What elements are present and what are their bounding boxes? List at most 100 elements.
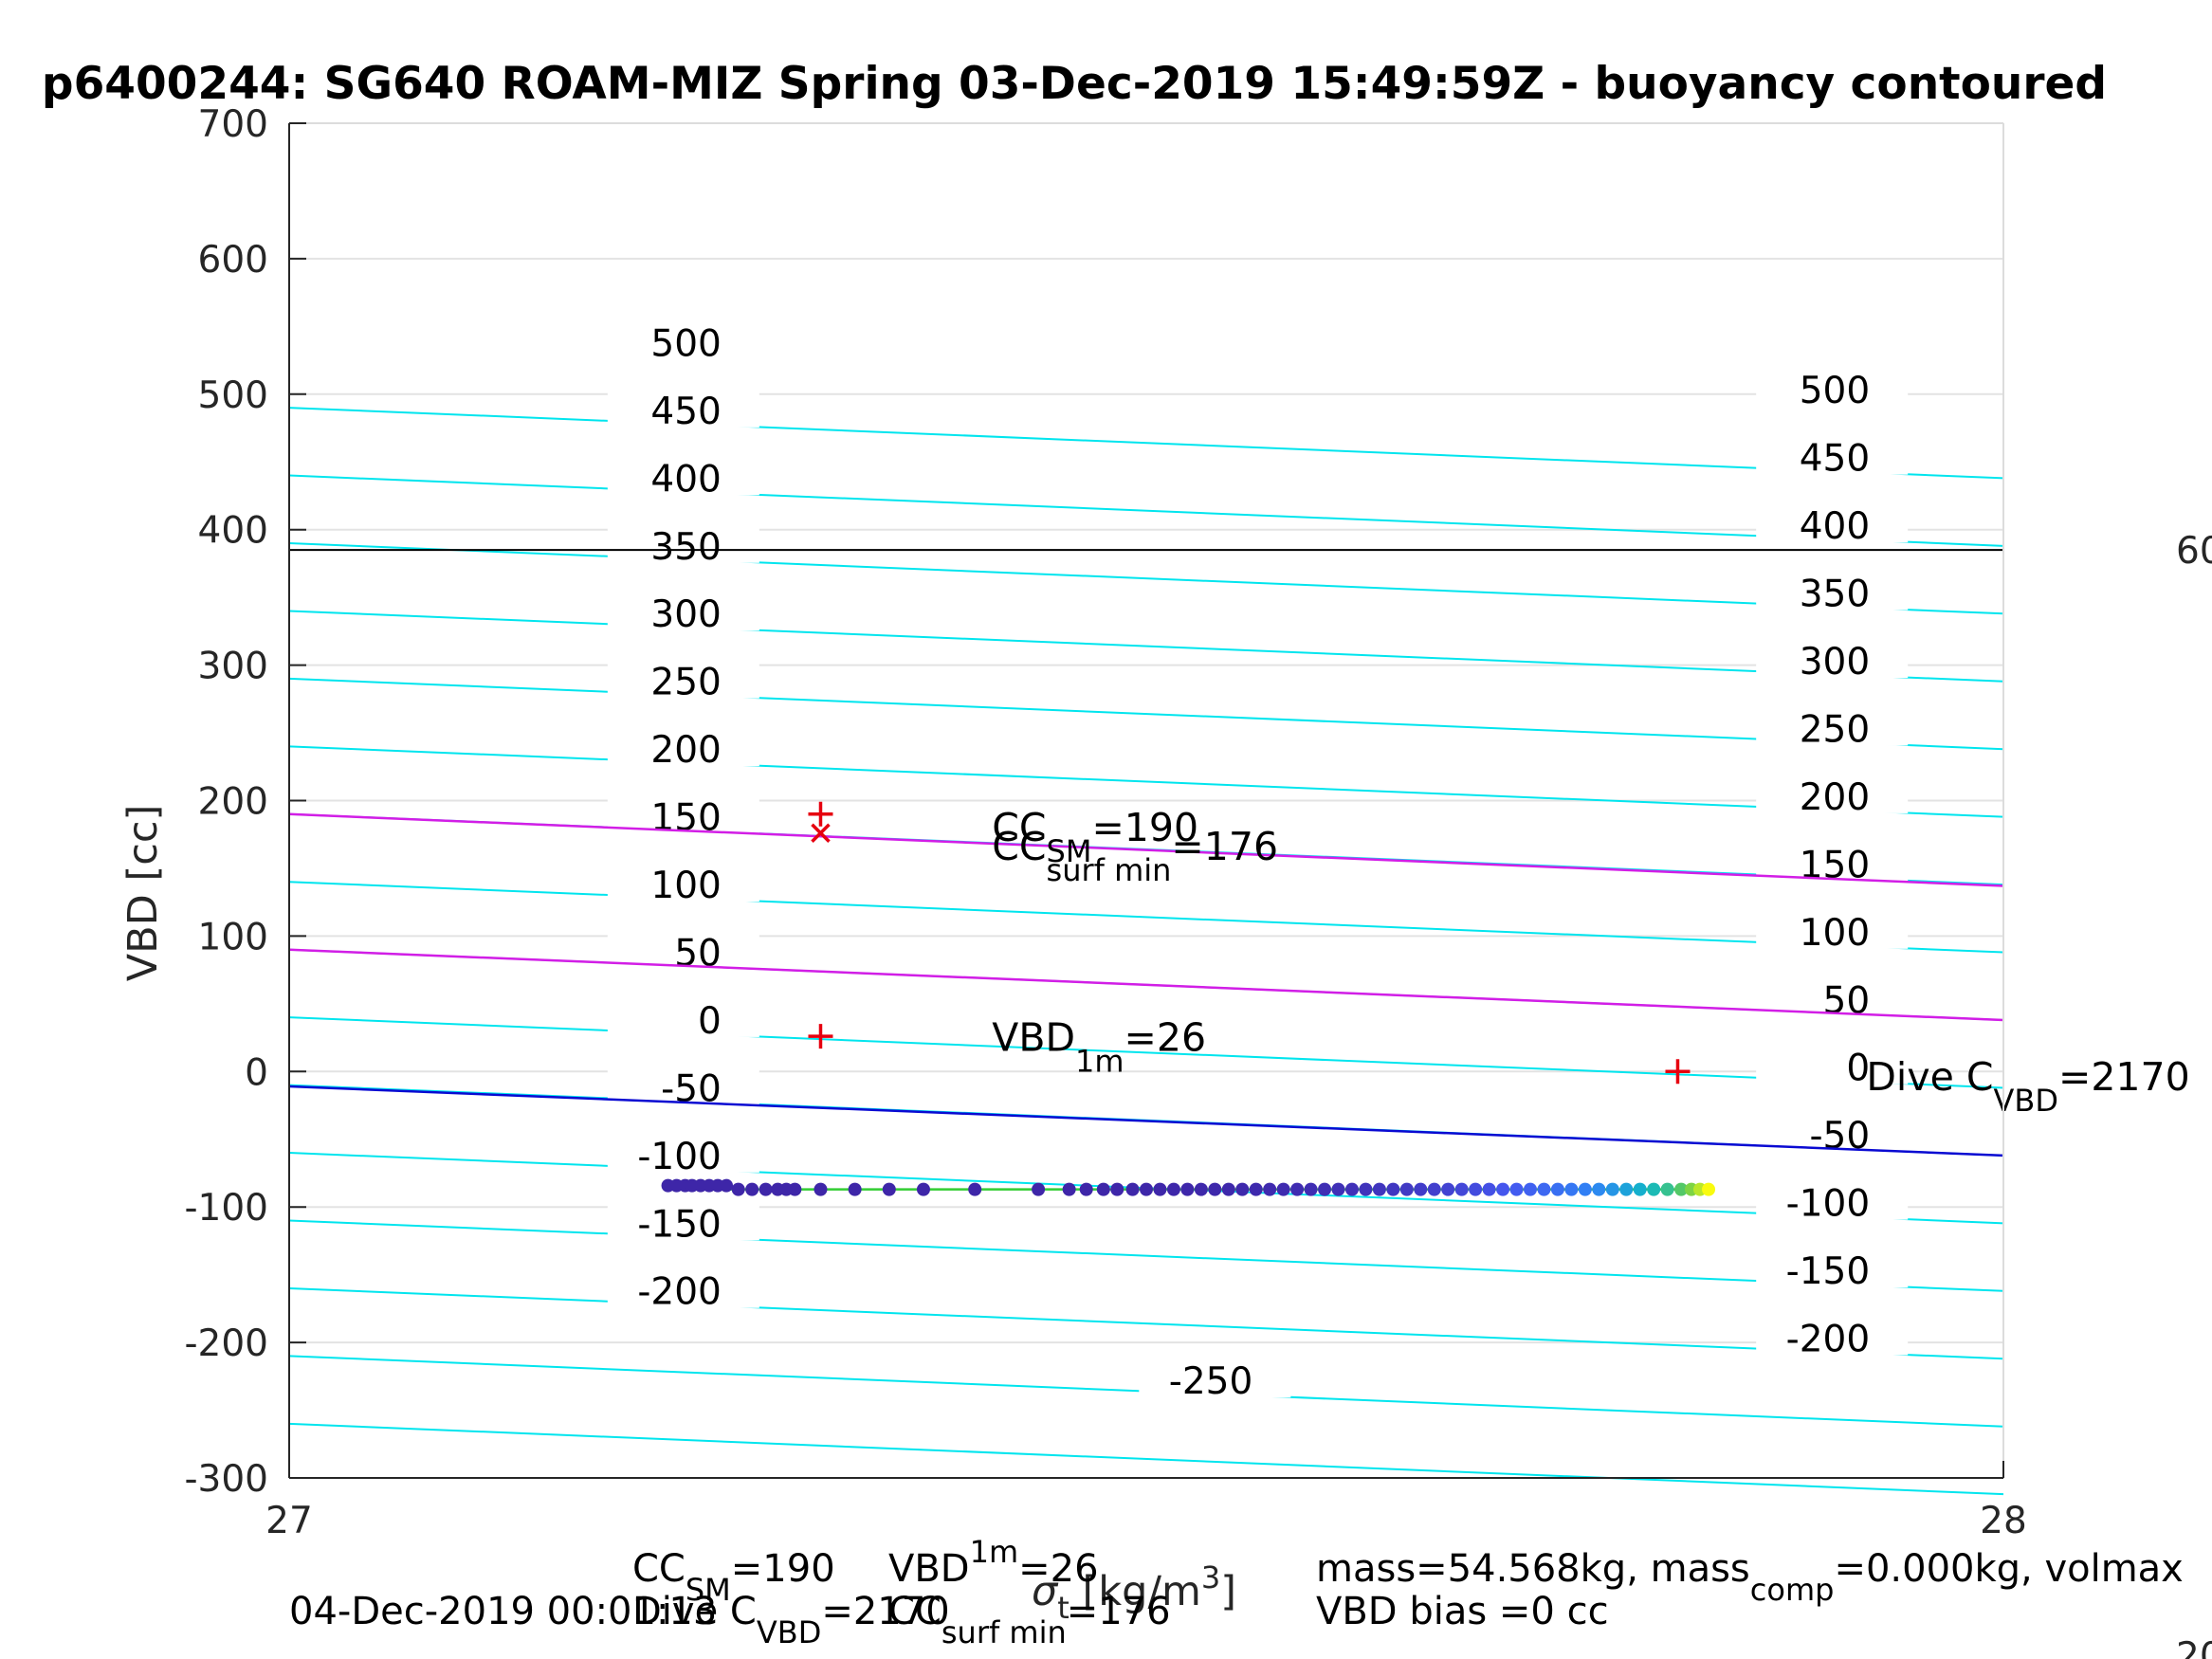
contour-label-bg bbox=[1756, 841, 1909, 882]
contour-label-bg bbox=[1756, 638, 1909, 679]
data-point bbox=[1140, 1182, 1153, 1196]
contour-label-bg bbox=[1756, 1112, 1909, 1153]
contour-label-left: -150 bbox=[637, 1203, 722, 1246]
contour-label-bg bbox=[1756, 570, 1909, 611]
y-tick-label: 0 bbox=[245, 1051, 268, 1094]
data-point bbox=[745, 1182, 759, 1196]
data-point bbox=[1537, 1182, 1551, 1196]
contour-label-bg bbox=[607, 455, 759, 496]
contour-label-left: -200 bbox=[637, 1271, 722, 1314]
plus-marker bbox=[808, 1024, 833, 1049]
contour-label-bg bbox=[607, 387, 759, 428]
contour-label-bg bbox=[1756, 1315, 1909, 1356]
contour-label-bg bbox=[607, 1200, 759, 1241]
x-axis-label-text: σt [kg/m3] bbox=[1032, 1559, 1236, 1626]
data-point bbox=[1290, 1182, 1305, 1196]
contour-label-right: 500 bbox=[1800, 370, 1870, 412]
data-point bbox=[788, 1182, 802, 1196]
data-point bbox=[1399, 1182, 1414, 1196]
y-tick-label: 200 bbox=[198, 781, 268, 824]
contour-line bbox=[288, 474, 2004, 547]
x-tick-label: 27 bbox=[265, 1500, 313, 1542]
data-point bbox=[1221, 1182, 1235, 1196]
data-point bbox=[968, 1182, 982, 1196]
contour-label-left: 200 bbox=[650, 729, 721, 772]
data-point bbox=[1605, 1182, 1619, 1196]
footer: CCSM=190 VBD1m=26 mass=54.568kg, masscomp=… bbox=[289, 1534, 2184, 1650]
contour-label-left: 100 bbox=[650, 865, 721, 907]
data-point bbox=[1153, 1182, 1167, 1196]
data-point bbox=[1249, 1182, 1263, 1196]
contour-label-right: -50 bbox=[1809, 1115, 1870, 1158]
y-tick-label: 600 bbox=[198, 239, 268, 282]
data-point bbox=[1276, 1182, 1290, 1196]
contour-label-left: 300 bbox=[650, 593, 721, 636]
data-point bbox=[1079, 1182, 1093, 1196]
contour-line bbox=[288, 1286, 2004, 1360]
contour-label-right: -200 bbox=[1786, 1319, 1871, 1361]
data-point bbox=[1386, 1182, 1400, 1196]
contour-label-bg bbox=[1756, 434, 1909, 475]
data-points bbox=[661, 1178, 1716, 1196]
data-point bbox=[1454, 1182, 1469, 1196]
buoyancy-contours: -200 -150 -100 -50 0 50 100 150 200 250 300 350 400 4… bbox=[288, 319, 2004, 1496]
footer-vbd-1m: VBD1m=26 bbox=[888, 1534, 1099, 1591]
contour-line bbox=[288, 1219, 2004, 1292]
data-point bbox=[1096, 1182, 1110, 1196]
x-axis-label: σt [kg/m3] bbox=[1032, 1559, 1236, 1626]
annotation: CCSM=190 bbox=[992, 805, 1198, 869]
offpage-label-a: 60 bbox=[2176, 530, 2212, 573]
data-point bbox=[1180, 1182, 1195, 1196]
contour-label-bg bbox=[607, 522, 759, 563]
contour-label-bg bbox=[1756, 773, 1909, 813]
contour-label-bg bbox=[1756, 908, 1909, 949]
contour-label-bg bbox=[1756, 367, 1909, 408]
data-point bbox=[1194, 1182, 1208, 1196]
contour-label-left: -100 bbox=[637, 1136, 722, 1178]
data-point bbox=[1550, 1182, 1564, 1196]
contour-label-right: -100 bbox=[1786, 1183, 1871, 1226]
contour-label-left: 400 bbox=[650, 458, 721, 501]
data-point bbox=[1110, 1182, 1124, 1196]
contour-label-bg bbox=[607, 996, 759, 1037]
data-point bbox=[814, 1182, 828, 1196]
data-point bbox=[1062, 1182, 1076, 1196]
y-tick-label: 400 bbox=[198, 510, 268, 553]
footer-cc-surf-min: CCsurf min=176 bbox=[888, 1590, 1171, 1650]
contour-label-bg bbox=[607, 1065, 759, 1105]
annotation: VBD1m=26 bbox=[992, 1015, 1206, 1080]
y-tick-label: 500 bbox=[198, 374, 268, 417]
data-point bbox=[1660, 1182, 1674, 1196]
contour-label-left: 250 bbox=[650, 662, 721, 704]
data-point bbox=[1469, 1182, 1483, 1196]
data-point bbox=[1372, 1182, 1386, 1196]
footer-cc-sm: CCSM=190 bbox=[632, 1547, 835, 1608]
data-point bbox=[848, 1182, 862, 1196]
contour-label-bg bbox=[1756, 1248, 1909, 1288]
data-point bbox=[1344, 1182, 1359, 1196]
highlight-contour bbox=[288, 948, 2004, 1022]
contour-label-right: 50 bbox=[1823, 979, 1871, 1022]
data-point bbox=[1523, 1182, 1537, 1196]
data-point bbox=[1331, 1182, 1345, 1196]
contour-label-bg bbox=[607, 793, 759, 834]
x-tick-label: 28 bbox=[1980, 1500, 2027, 1542]
contour-label-bg bbox=[607, 591, 759, 631]
highlight-contour bbox=[288, 812, 2004, 887]
data-point bbox=[1318, 1182, 1332, 1196]
contour-label-bg bbox=[1756, 705, 1909, 746]
contour-label-left: 150 bbox=[650, 797, 721, 840]
data-point bbox=[1208, 1182, 1222, 1196]
footer-dive-c-vbd: Dive CVBD=2170 bbox=[632, 1590, 950, 1650]
contour-label-right: -150 bbox=[1786, 1250, 1871, 1293]
contour-label-right: 0 bbox=[1846, 1048, 1870, 1090]
contour-label-bg bbox=[607, 319, 759, 360]
data-point bbox=[1263, 1182, 1277, 1196]
data-point bbox=[1427, 1182, 1441, 1196]
contour-label-bg bbox=[1139, 1358, 1291, 1398]
contour-label-left: 50 bbox=[674, 932, 722, 975]
markers bbox=[808, 801, 1691, 1085]
contour-label-left: 350 bbox=[650, 526, 721, 569]
